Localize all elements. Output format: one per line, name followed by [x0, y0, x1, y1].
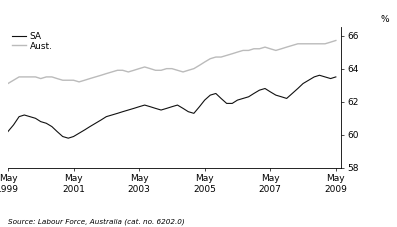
SA	[126, 109, 131, 111]
Aust.	[120, 69, 125, 72]
Text: %: %	[380, 15, 389, 25]
Aust.	[333, 39, 338, 42]
SA	[186, 110, 191, 113]
SA	[87, 125, 92, 128]
Line: Aust.: Aust.	[8, 40, 336, 84]
SA	[66, 137, 71, 140]
SA	[77, 132, 81, 135]
SA	[295, 87, 300, 90]
Aust.	[6, 82, 10, 85]
SA	[333, 76, 338, 78]
SA	[317, 74, 322, 77]
Aust.	[82, 79, 87, 81]
SA	[6, 130, 10, 133]
Aust.	[290, 44, 295, 47]
SA	[208, 94, 213, 96]
Aust.	[181, 71, 185, 73]
Legend: SA, Aust.: SA, Aust.	[12, 32, 53, 51]
Text: Source: Labour Force, Australia (cat. no. 6202.0): Source: Labour Force, Australia (cat. no…	[8, 218, 185, 225]
Aust.	[202, 61, 207, 63]
Line: SA: SA	[8, 75, 336, 138]
Aust.	[71, 79, 76, 81]
